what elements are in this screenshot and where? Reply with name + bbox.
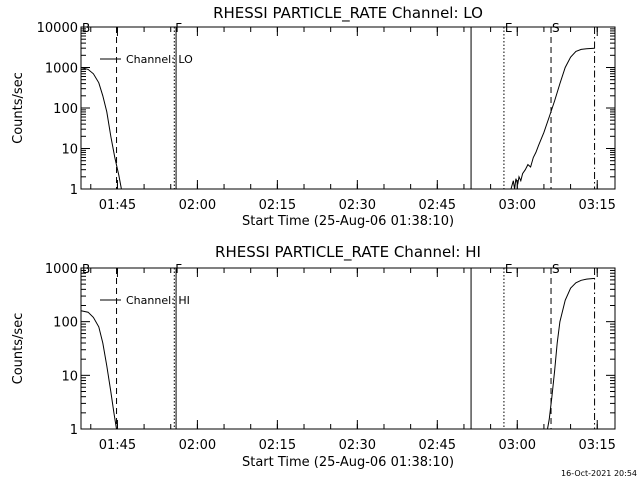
x-axis-label: Start Time (25-Aug-06 01:38:10) xyxy=(242,455,454,470)
y-tick-label: 10 xyxy=(61,143,78,158)
marker-label: F xyxy=(175,262,182,276)
y-axis-label: Counts/sec xyxy=(11,72,26,144)
y-tick-label: 10 xyxy=(61,369,78,384)
y-tick-label: 1000 xyxy=(45,262,78,277)
x-tick-label: 03:15 xyxy=(578,438,615,453)
marker-label: E xyxy=(505,21,513,35)
x-tick-label: 03:00 xyxy=(499,198,536,213)
x-tick-label: 02:00 xyxy=(179,438,216,453)
y-tick-label: 1 xyxy=(70,183,78,198)
x-tick-label: 02:30 xyxy=(339,198,376,213)
marker-label: E xyxy=(505,262,513,276)
chart-title: RHESSI PARTICLE_RATE Channel: LO xyxy=(213,4,483,23)
x-tick-label: 02:15 xyxy=(259,198,296,213)
series-line xyxy=(510,47,595,190)
footer-timestamp: 16-Oct-2021 20:54 xyxy=(561,469,637,478)
x-tick-label: 03:00 xyxy=(499,438,536,453)
chart-panel-hi: RHESSI PARTICLE_RATE Channel: HI 1 10 100 10… xyxy=(11,243,616,470)
series-line xyxy=(80,310,117,430)
marker-label: B xyxy=(82,21,90,35)
legend-entry: Channel: LO xyxy=(126,53,193,66)
marker-label: S xyxy=(552,21,560,35)
y-tick-label: 1 xyxy=(70,423,78,438)
chart-title: RHESSI PARTICLE_RATE Channel: HI xyxy=(215,243,481,262)
x-tick-label: 02:45 xyxy=(419,438,456,453)
x-tick-label: 02:00 xyxy=(179,198,216,213)
y-tick-label: 100 xyxy=(53,316,78,331)
x-tick-label: 01:45 xyxy=(99,198,136,213)
legend-entry: Channel: HI xyxy=(126,294,190,307)
x-tick-label: 01:45 xyxy=(99,438,136,453)
marker-label: F xyxy=(175,21,182,35)
x-tick-label: 02:30 xyxy=(339,438,376,453)
plot-frame xyxy=(80,26,616,190)
y-axis-label: Counts/sec xyxy=(11,313,26,385)
x-tick-label: 03:15 xyxy=(578,198,615,213)
y-tick-label: 10000 xyxy=(37,21,78,36)
series-line xyxy=(547,277,595,430)
y-tick-label: 1000 xyxy=(45,62,78,77)
x-tick-label: 02:45 xyxy=(419,198,456,213)
plot-frame xyxy=(80,267,616,430)
series-line xyxy=(80,67,122,190)
marker-label: S xyxy=(552,262,560,276)
marker-label: B xyxy=(82,262,90,276)
y-tick-label: 100 xyxy=(53,102,78,117)
x-axis-label: Start Time (25-Aug-06 01:38:10) xyxy=(242,214,454,229)
x-tick-label: 02:15 xyxy=(259,438,296,453)
chart-panel-lo: RHESSI PARTICLE_RATE Channel: LO 1 10 100 10… xyxy=(11,4,616,229)
